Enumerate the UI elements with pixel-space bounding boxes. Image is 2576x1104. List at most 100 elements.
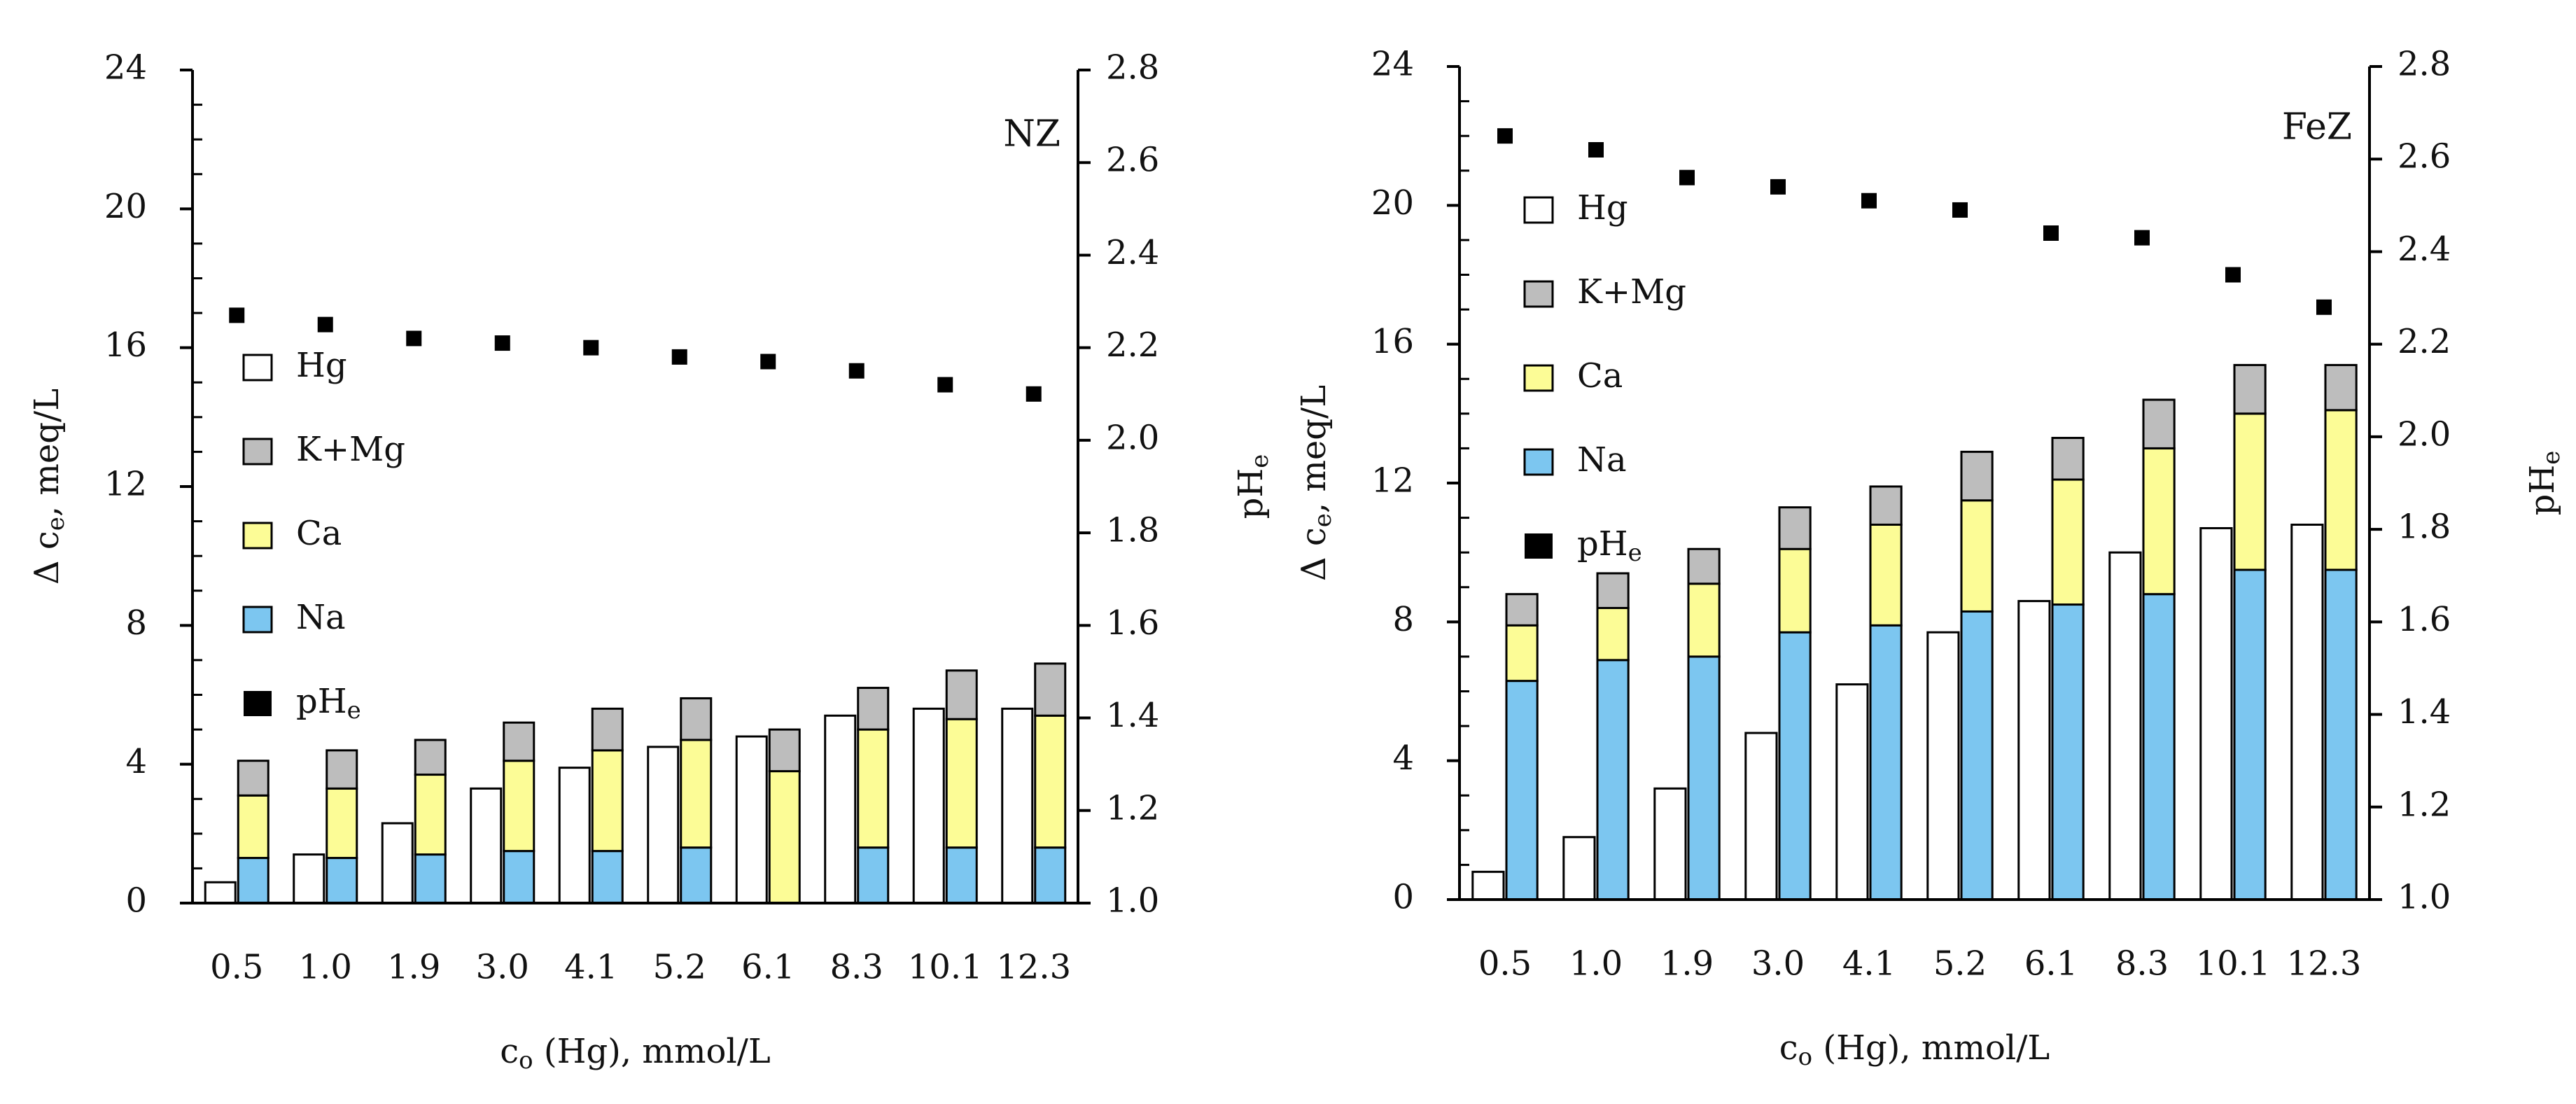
legend-swatch-ca <box>242 522 273 550</box>
y2-tick-label: 1.2 <box>1106 788 1159 827</box>
x-axis-label-sub: o <box>1798 1043 1812 1071</box>
bar-ca <box>237 794 270 860</box>
y-tick-label: 20 <box>104 187 147 226</box>
bar-hg <box>1835 683 1869 901</box>
legend-label-main: pH <box>1577 524 1628 564</box>
bar-kmg <box>326 749 358 790</box>
ph-point <box>2134 230 2150 246</box>
ph-point <box>1588 142 1604 158</box>
y-tick-label: 24 <box>104 48 147 88</box>
x-tick-label: 12.3 <box>2287 944 2362 984</box>
y-tick-label: 24 <box>1371 45 1414 84</box>
ph-point <box>2043 225 2059 241</box>
ph-point <box>229 307 245 323</box>
bar-ca <box>945 718 978 849</box>
y2-tick-label: 1.2 <box>2398 785 2451 824</box>
x-axis-label: co (Hg), mmol/L <box>1779 1028 2050 1072</box>
bar-na <box>1596 659 1630 901</box>
legend-label-main: Ca <box>296 514 342 553</box>
y2-tick-label: 2.8 <box>1106 48 1159 88</box>
bar-kmg <box>1778 506 1812 550</box>
legend-label-main: K+Mg <box>296 430 405 469</box>
bar-ca <box>680 739 713 849</box>
y-axis-label-rest: , meq/L <box>1294 385 1334 513</box>
ph-point <box>937 377 953 393</box>
y-axis-label-main: Δ c <box>1294 527 1334 581</box>
bar-hg <box>1471 870 1505 901</box>
bar-hg <box>293 853 326 904</box>
bar-ca <box>857 728 890 849</box>
bar-na <box>1034 846 1067 904</box>
y2-axis-label: pHe <box>2523 451 2566 516</box>
bar-na <box>2142 593 2176 901</box>
bar-hg <box>1562 836 1596 901</box>
bar-na <box>503 850 536 904</box>
bar-ca <box>1034 714 1067 849</box>
bar-ca <box>414 774 447 856</box>
legend-swatch-kmg <box>242 438 273 466</box>
bar-ca <box>2233 412 2267 571</box>
bar-kmg <box>1505 593 1539 627</box>
bar-hg <box>381 822 414 904</box>
legend-label-main: Ca <box>1577 356 1623 396</box>
ph-point <box>848 363 864 379</box>
y2-tick-label: 1.0 <box>2398 878 2451 917</box>
y-tick-label: 0 <box>1392 878 1414 917</box>
bar-na <box>945 846 978 904</box>
legend-label-main: K+Mg <box>1577 272 1686 312</box>
x-tick-label: 8.3 <box>830 948 883 987</box>
bar-hg <box>2108 551 2142 901</box>
y2-tick-label: 2.4 <box>1106 233 1159 272</box>
bar-na <box>1687 655 1721 901</box>
bar-kmg <box>2142 398 2176 449</box>
ph-point <box>1952 202 1968 218</box>
bar-ca <box>2051 478 2085 606</box>
y-axis-label-rest: , meq/L <box>27 389 66 517</box>
bar-hg <box>1926 631 1960 901</box>
y2-tick-label: 2.2 <box>2398 322 2451 361</box>
bar-hg <box>912 707 945 904</box>
y2-tick-label: 2.2 <box>1106 326 1159 365</box>
bar-na <box>326 857 358 904</box>
bar-na <box>1960 610 1994 901</box>
x-tick-label: 0.5 <box>210 948 263 987</box>
x-axis-label-sub: o <box>519 1047 533 1075</box>
bar-hg <box>735 735 768 904</box>
y2-tick-label: 1.6 <box>1106 603 1159 643</box>
bar-kmg <box>1687 547 1721 585</box>
ph-point <box>583 340 599 356</box>
y2-tick-label: 2.0 <box>1106 418 1159 457</box>
bar-ca <box>591 749 624 853</box>
bar-hg <box>647 746 680 904</box>
bar-na <box>2233 568 2267 901</box>
bar-ca <box>2324 409 2358 571</box>
bar-na <box>1869 624 1903 901</box>
x-tick-label: 1.0 <box>1569 944 1623 984</box>
y-tick-label: 12 <box>1371 461 1414 501</box>
bar-ca <box>1869 524 1903 627</box>
bar-ca <box>326 787 358 860</box>
y-tick-label: 16 <box>104 326 147 365</box>
bar-na <box>414 853 447 904</box>
y2-tick-label: 2.0 <box>2398 414 2451 454</box>
legend-label-main: Hg <box>296 346 347 385</box>
legend-label: Na <box>296 598 346 637</box>
x-tick-label: 6.1 <box>2024 944 2078 984</box>
bar-kmg <box>503 721 536 762</box>
bar-hg <box>2017 600 2051 901</box>
bar-na <box>680 846 713 904</box>
legend-swatch-hg <box>242 354 273 382</box>
x-axis-label-rest: (Hg), mmol/L <box>1812 1028 2050 1068</box>
y2-tick-label: 1.4 <box>1106 696 1159 735</box>
chart-panel-fez: 0.5 1.0 1.9 3.0 4.1 5.2 6.1 8.3 10.1 12.3 0 4 8 12 16 2… <box>1294 45 2566 1072</box>
y-tick-label: 4 <box>125 742 147 781</box>
legend-swatch-hg <box>1523 196 1554 224</box>
y2-axis-label-sub: e <box>1246 454 1274 468</box>
ph-point <box>1861 193 1877 209</box>
y-axis-label-main: Δ c <box>27 531 66 585</box>
bar-ca <box>503 760 536 853</box>
x-tick-label: 1.0 <box>299 948 352 987</box>
chart-panel-nz: 0.5 1.0 1.9 3.0 4.1 5.2 6.1 8.3 10.1 12.3 0 4 8 12 16 2… <box>27 48 1275 1075</box>
x-tick-label: 8.3 <box>2115 944 2169 984</box>
legend-swatch-ph <box>244 691 272 716</box>
